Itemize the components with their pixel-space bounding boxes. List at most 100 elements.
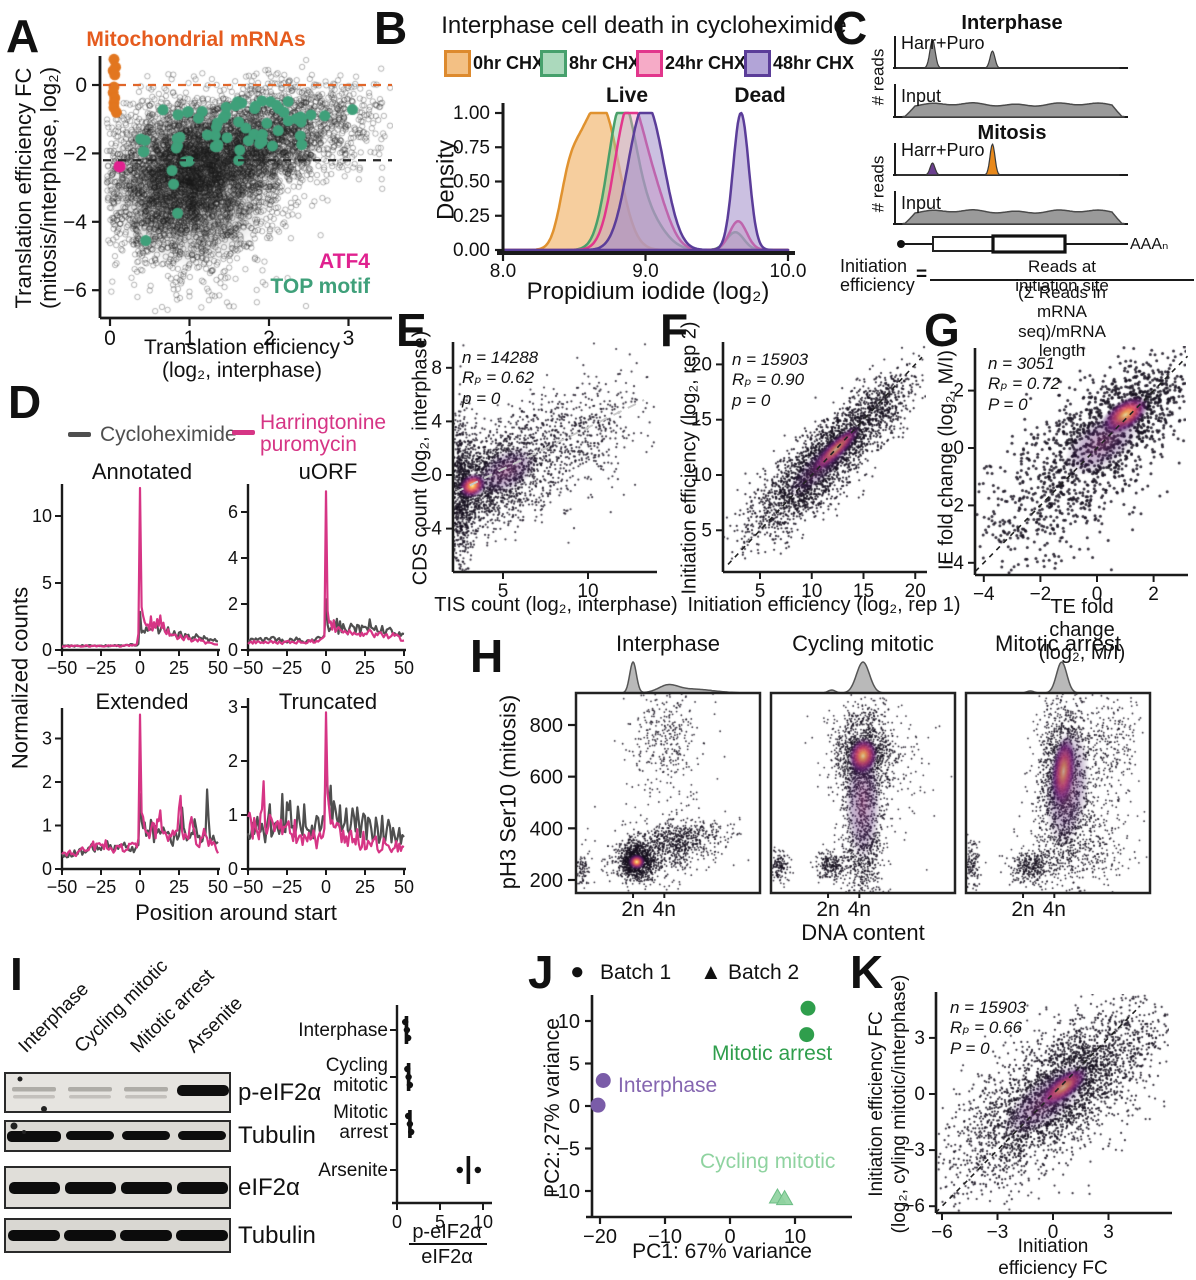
svg-text:10: 10	[577, 581, 598, 602]
panel-b-live-annotation: Live	[605, 84, 649, 107]
svg-text:0: 0	[321, 658, 331, 678]
blot-label-tubulin-1: Tubulin	[238, 1122, 316, 1149]
panel-d-label: D	[8, 376, 41, 428]
dotplot-cat-interphase: Interphase	[298, 1020, 388, 1041]
lane-label-cycling-mitotic: Cycling mitotic	[70, 955, 173, 1058]
svg-text:1: 1	[228, 805, 238, 825]
panel-j-label: J	[528, 946, 554, 998]
panel-c-formula-equals: =	[916, 264, 928, 285]
svg-text:1.00: 1.00	[453, 103, 490, 124]
panel-a-top-motif-label: TOP motif	[270, 275, 370, 298]
svg-text:−25: −25	[272, 877, 303, 897]
panel-b-dead-annotation: Dead	[734, 84, 786, 107]
svg-text:800: 800	[530, 715, 563, 737]
panel-c-input-label-2: Input	[901, 193, 942, 213]
legend-swatch-24hr	[636, 50, 663, 77]
blot-label-tubulin-2: Tubulin	[238, 1222, 316, 1249]
svg-text:600: 600	[530, 767, 563, 789]
panel-f-x-axis-label: Initiation efficiency (log₂, rep 1)	[687, 594, 961, 616]
svg-text:2n: 2n	[1011, 898, 1034, 921]
panel-g-x-axis-label: TE fold change (log₂, M/I)	[1038, 596, 1126, 664]
svg-text:−3: −3	[987, 1222, 1009, 1243]
svg-text:5: 5	[755, 581, 766, 602]
panel-e-x-axis-label: TIS count (log₂, interphase)	[434, 594, 678, 616]
panel-j-x-axis-label: PC1: 67% variance	[632, 1240, 812, 1263]
svg-text:5: 5	[569, 1054, 580, 1076]
svg-text:0.00: 0.00	[453, 240, 490, 261]
svg-text:0: 0	[1092, 584, 1103, 605]
dotplot-xlabel-numerator: p-eIF2α	[412, 1221, 482, 1243]
svg-text:10.0: 10.0	[770, 261, 807, 282]
panel-c-reads-axis-1: # reads	[868, 48, 888, 106]
legend-swatch-8hr	[540, 50, 567, 77]
panel-d-annotated-title: Annotated	[91, 459, 193, 484]
panel-c-input-label-1: Input	[901, 86, 942, 106]
group-label-interphase: Interphase	[618, 1074, 718, 1097]
svg-text:2: 2	[263, 327, 275, 350]
svg-text:25: 25	[169, 877, 189, 897]
svg-text:0: 0	[953, 438, 964, 459]
svg-text:1: 1	[42, 816, 52, 836]
panel-k-stats: n = 15903 Rₚ = 0.66 P = 0	[950, 998, 1027, 1058]
panel-h-interphase-title: Interphase	[616, 631, 720, 656]
svg-text:−4: −4	[942, 553, 964, 574]
panel-d-extended-title: Extended	[95, 689, 189, 714]
svg-text:200: 200	[530, 870, 563, 892]
svg-text:0: 0	[392, 1212, 402, 1232]
svg-text:−6: −6	[903, 1196, 925, 1217]
svg-text:3: 3	[914, 1028, 925, 1049]
panel-b-y-axis-label: Density	[432, 139, 460, 221]
panel-j-y-axis-label: PC2: 27% variance	[541, 1018, 565, 1198]
svg-text:50: 50	[394, 877, 414, 897]
svg-text:0: 0	[42, 640, 52, 660]
svg-text:0: 0	[42, 859, 52, 879]
panel-g-y-axis-label: IE fold change (log₂, M/I)	[935, 349, 958, 571]
svg-text:10: 10	[32, 506, 52, 526]
svg-text:−4: −4	[63, 211, 87, 234]
legend-label-48hr: 48hr CHX	[773, 53, 855, 73]
legend-dash-harringtonine	[232, 430, 255, 435]
svg-text:10: 10	[784, 1226, 806, 1248]
panel-h-arrest-canvas	[967, 694, 1149, 892]
svg-text:3: 3	[1103, 1222, 1114, 1243]
panel-g-density-canvas	[976, 346, 1186, 574]
svg-text:4: 4	[228, 548, 238, 568]
svg-text:0: 0	[321, 877, 331, 897]
svg-text:2n: 2n	[621, 898, 644, 921]
svg-text:0: 0	[75, 74, 87, 97]
svg-text:4n: 4n	[653, 898, 676, 921]
svg-text:−2: −2	[942, 495, 964, 516]
svg-text:2: 2	[953, 381, 964, 402]
svg-text:−25: −25	[272, 658, 303, 678]
svg-text:−10: −10	[648, 1226, 682, 1248]
svg-text:−3: −3	[903, 1140, 925, 1161]
svg-text:5: 5	[498, 581, 509, 602]
svg-text:0: 0	[135, 658, 145, 678]
svg-text:−50: −50	[233, 658, 264, 678]
svg-text:−50: −50	[233, 877, 264, 897]
svg-text:2: 2	[42, 772, 52, 792]
svg-text:8: 8	[431, 358, 442, 379]
dotplot-xlabel-denominator: eIF2α	[421, 1246, 473, 1268]
svg-text:1: 1	[184, 327, 196, 350]
svg-text:−50: −50	[47, 658, 78, 678]
svg-text:15: 15	[691, 410, 712, 431]
svg-text:3: 3	[343, 327, 355, 350]
panel-k-x-axis-label: Initiation efficiency FC (log₂, mitotic …	[998, 1236, 1108, 1279]
svg-text:10: 10	[473, 1212, 493, 1232]
svg-text:9.0: 9.0	[632, 261, 658, 282]
panel-d-uorf-title: uORF	[298, 459, 358, 484]
legend-dash-cycloheximide	[68, 432, 91, 437]
panel-e-label: E	[396, 304, 427, 356]
svg-text:−6: −6	[931, 1222, 953, 1243]
svg-text:5: 5	[701, 520, 712, 541]
panel-a-scatter-canvas	[101, 52, 393, 318]
svg-text:25: 25	[355, 658, 375, 678]
svg-text:25: 25	[355, 877, 375, 897]
panel-c-formula-denominator: (Σ Reads in mRNA seq)/mRNA length	[1018, 283, 1106, 361]
panel-k-y-axis-label: Initiation efficiency FC (log₂, cyling m…	[866, 974, 910, 1234]
svg-text:−10: −10	[546, 1181, 580, 1203]
panel-k-label: K	[850, 946, 883, 998]
panel-e-density-canvas	[454, 342, 656, 572]
